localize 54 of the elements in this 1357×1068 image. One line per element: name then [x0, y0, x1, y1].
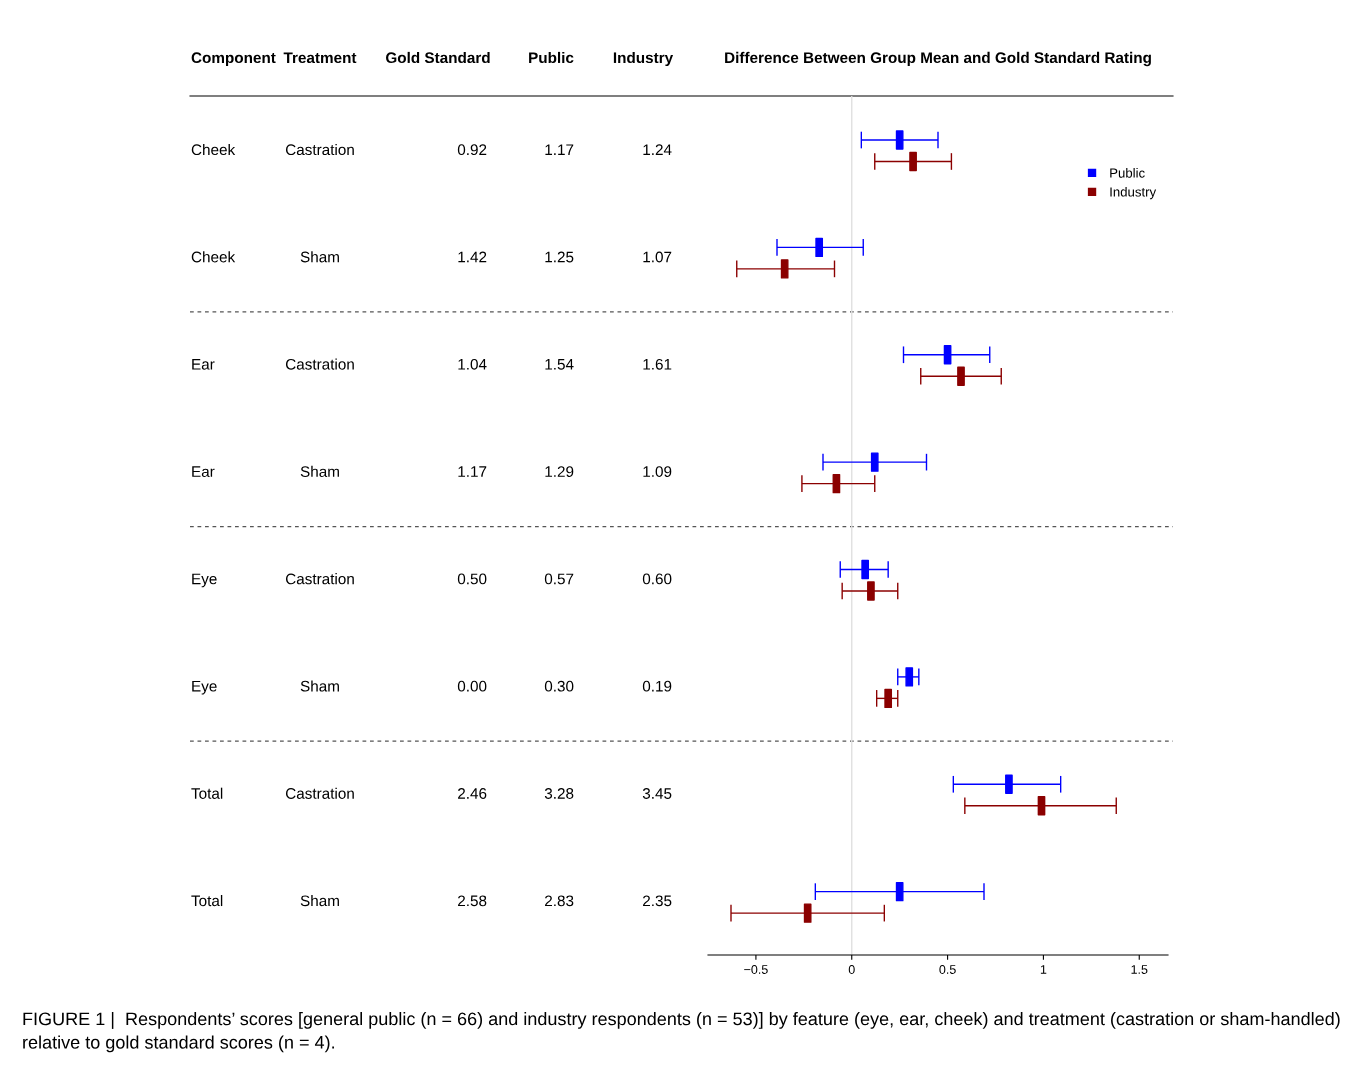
text: 0.60	[642, 573, 672, 585]
text: Castration	[285, 358, 354, 370]
text: 0.92	[457, 144, 487, 156]
text: 2.35	[643, 895, 672, 907]
text: Gold Standard	[386, 51, 490, 64]
text: 0.30	[544, 680, 574, 692]
text: Cheek	[191, 251, 236, 263]
x-tick-label: 0.5	[939, 965, 956, 974]
text: 1.29	[545, 466, 574, 477]
text: 0.50	[457, 573, 487, 585]
text: Castration	[285, 573, 354, 585]
text: Castration	[285, 787, 354, 799]
text: 1.25	[545, 251, 574, 263]
text: Treatment	[283, 52, 357, 64]
text: Cheek	[191, 143, 236, 156]
x-tick-label: 1	[1040, 965, 1047, 974]
text: Total	[191, 787, 223, 799]
legend-label: Industry	[1110, 186, 1157, 200]
text: Component	[191, 52, 276, 67]
text: 0.19	[642, 680, 672, 692]
chart-title: Difference Between Group Mean and Gold Standard Rating	[725, 51, 1151, 67]
x-tick-label: 1.5	[1131, 965, 1148, 974]
text: 3.28	[544, 788, 574, 799]
text: Industry	[613, 51, 674, 67]
text: Eye	[192, 573, 217, 588]
text: 2.58	[458, 895, 487, 907]
text: 1.17	[545, 144, 574, 155]
text: Eye	[192, 680, 217, 695]
text: 0.00	[457, 680, 487, 692]
text: 1.17	[458, 466, 487, 477]
text: 1.42	[458, 251, 487, 263]
text: Sham	[300, 465, 339, 477]
text: Ear	[192, 466, 215, 477]
text: 2.83	[545, 895, 574, 907]
x-tick-label: 0	[848, 965, 855, 974]
text: Sham	[300, 251, 339, 263]
text: 1.07	[643, 251, 672, 263]
text: 1.61	[643, 358, 672, 370]
x-tick-label: −0.5	[744, 965, 768, 974]
legend-label: Public	[1110, 168, 1145, 178]
text: 1.04	[458, 358, 487, 370]
text: 1.54	[545, 359, 574, 370]
text: 1.09	[643, 466, 672, 477]
text: 0.57	[544, 573, 574, 585]
text: Total	[191, 894, 223, 907]
text: 1.24	[643, 144, 672, 155]
text: Sham	[300, 894, 339, 907]
text: Castration	[285, 143, 354, 156]
caption: FIGURE 1 | Respondents’ scores [general public (n = 66) and industry respondents (n = 53)] by feature (eye, ear, cheek) and treatment (castration or sham-handled) relative to gold standard scores (n = 4).	[23, 1012, 1340, 1053]
text: Public	[529, 51, 574, 64]
text: Ear	[192, 359, 215, 370]
text: Sham	[300, 680, 339, 692]
text: 2.46	[458, 788, 487, 799]
text: 3.45	[642, 788, 672, 799]
